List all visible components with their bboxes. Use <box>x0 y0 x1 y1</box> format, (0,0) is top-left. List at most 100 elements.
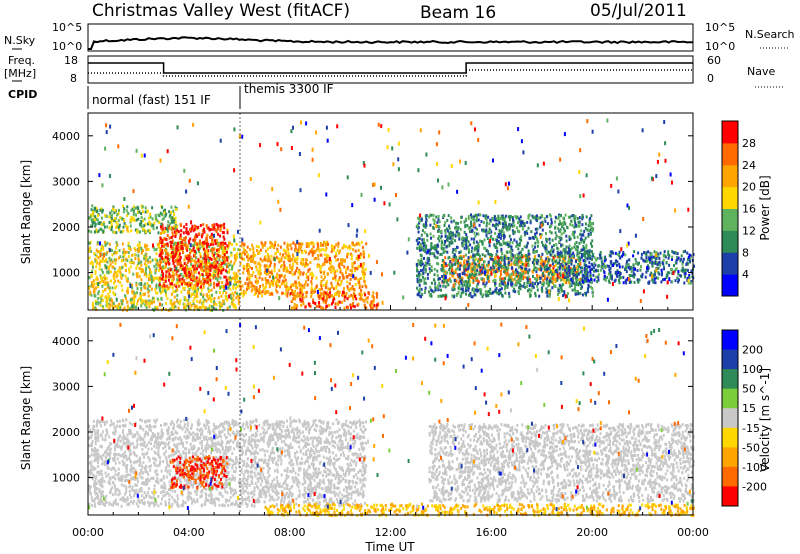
power-cell <box>156 261 159 265</box>
power-cell <box>278 258 281 262</box>
power-cell <box>358 286 361 290</box>
freq-trace <box>88 62 693 74</box>
power-cell <box>551 262 554 266</box>
power-cell <box>495 259 497 263</box>
power-cell <box>375 295 378 299</box>
power-cell <box>287 288 290 292</box>
power-cell <box>576 253 579 257</box>
power-cell <box>189 301 192 305</box>
power-cell <box>208 245 211 248</box>
power-cell <box>285 255 287 259</box>
power-cell <box>475 219 478 223</box>
power-cell <box>440 234 443 238</box>
power-cell <box>556 255 559 259</box>
power-cell <box>163 211 166 215</box>
power-cell <box>329 287 331 291</box>
power-cell <box>158 283 161 287</box>
power-cell <box>158 268 160 272</box>
power-cell <box>577 272 580 276</box>
power-cell <box>568 235 571 239</box>
power-cell <box>334 278 337 282</box>
power-cell <box>203 230 206 234</box>
power-cell <box>155 216 157 220</box>
power-cell <box>451 264 454 267</box>
power-cell <box>144 245 147 249</box>
power-cell <box>515 226 518 230</box>
power-cell <box>540 276 543 280</box>
power-cell <box>96 254 98 258</box>
power-cell <box>668 271 671 275</box>
power-cell <box>519 215 522 219</box>
power-cell <box>178 278 181 282</box>
power-cell <box>496 235 499 239</box>
power-cell <box>520 224 523 227</box>
power-cell <box>252 246 255 250</box>
power-cell <box>200 305 203 309</box>
power-cell <box>207 226 210 230</box>
power-cell <box>126 289 129 293</box>
power-cell <box>243 264 246 268</box>
power-cell <box>239 287 242 291</box>
power-cell <box>310 292 313 296</box>
power-cell <box>190 272 193 276</box>
power-cell <box>326 272 329 276</box>
power-cell <box>263 264 266 268</box>
power-cell <box>516 263 519 267</box>
power-cell <box>215 307 218 311</box>
power-cell <box>219 234 222 238</box>
power-cell <box>312 242 315 246</box>
power-cell <box>179 261 182 265</box>
power-cell <box>568 265 570 269</box>
power-cell <box>509 238 512 242</box>
power-cell <box>542 243 544 247</box>
power-cell <box>563 259 566 263</box>
power-cell <box>283 249 286 253</box>
power-cell <box>549 276 552 280</box>
power-cell <box>104 288 107 292</box>
power-cell <box>249 275 252 279</box>
power-cell <box>209 256 211 260</box>
power-cell <box>472 215 475 219</box>
power-cell <box>189 283 192 287</box>
power-cell <box>416 266 418 270</box>
power-cell <box>578 216 581 220</box>
power-cell <box>253 293 256 296</box>
power-cell <box>329 291 331 295</box>
power-cell <box>115 285 118 289</box>
power-cell <box>510 281 513 285</box>
power-cell <box>318 305 321 308</box>
power-cell <box>218 258 221 262</box>
power-cell <box>283 280 285 283</box>
power-cell <box>460 287 463 291</box>
power-cell <box>444 262 447 266</box>
power-cell <box>467 275 470 279</box>
power-cell <box>319 253 322 257</box>
power-cell <box>304 280 307 284</box>
power-cell <box>502 222 504 226</box>
power-cell <box>94 224 97 228</box>
power-cell <box>244 281 247 285</box>
power-cell <box>94 306 97 310</box>
power-cell <box>523 231 526 234</box>
power-cell <box>455 227 458 231</box>
power-cell <box>160 227 163 231</box>
power-cell <box>452 274 455 278</box>
power-cell <box>534 232 537 236</box>
power-cell <box>211 240 214 244</box>
power-cell <box>91 213 94 217</box>
power-cell <box>242 271 245 275</box>
power-cell <box>428 248 431 252</box>
power-cell <box>210 288 213 292</box>
power-cell <box>575 224 578 227</box>
power-cell <box>521 262 524 266</box>
power-cell <box>176 280 179 284</box>
power-cell <box>157 243 160 246</box>
power-cell <box>135 281 138 285</box>
power-cell <box>230 260 233 264</box>
power-cell <box>171 259 174 263</box>
power-cell <box>92 279 95 283</box>
power-cell <box>126 214 129 217</box>
power-cell <box>189 255 192 259</box>
power-cell <box>441 275 444 278</box>
power-cell <box>486 237 489 240</box>
